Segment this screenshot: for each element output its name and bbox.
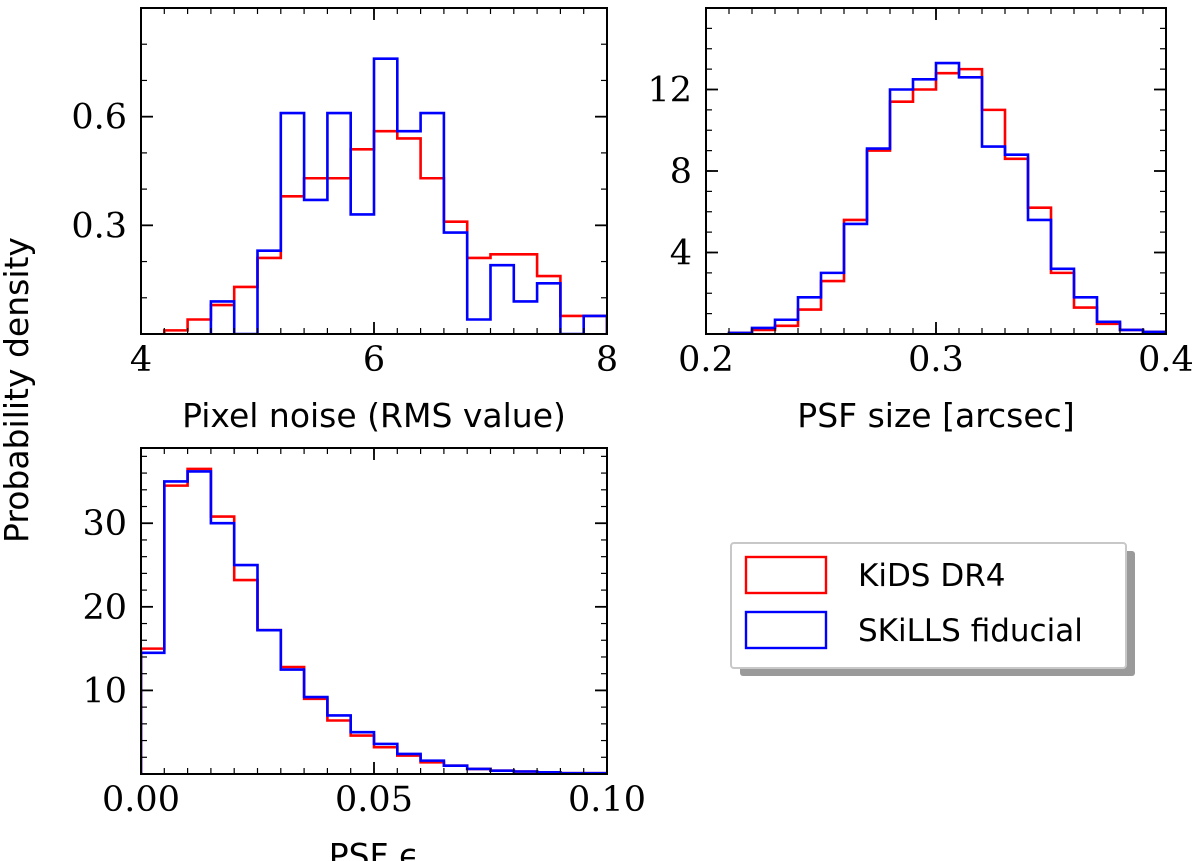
x-tick-label-pixel-noise: 4 bbox=[130, 340, 152, 380]
legend: KiDS DR4 SKiLLS fiducial bbox=[730, 542, 1135, 676]
axes-frame-psf-size bbox=[705, 7, 1167, 335]
x-tick-label-pixel-noise: 6 bbox=[363, 340, 385, 380]
legend-swatch-skills bbox=[744, 610, 828, 650]
x-tick-label-psf-ellipticity: 0.00 bbox=[102, 780, 180, 820]
y-tick-label-psf-size: 4 bbox=[670, 234, 692, 274]
series-skills-fiducial-psf-size bbox=[727, 61, 1166, 334]
y-tick-label-pixel-noise: 0.6 bbox=[71, 98, 127, 138]
series-skills-fiducial-psf-ellipticity bbox=[141, 470, 607, 774]
y-tick-label-psf-ellipticity: 20 bbox=[82, 588, 127, 628]
y-tick-label-psf-ellipticity: 30 bbox=[82, 504, 127, 544]
x-tick-label-psf-ellipticity: 0.10 bbox=[568, 780, 646, 820]
panel-psf-ellipticity: 0.00 0.05 0.10 10 20 30 PSF ϵ bbox=[82, 447, 646, 861]
x-axis-label-psf-ellipticity: PSF ϵ bbox=[329, 836, 420, 861]
panel-pixel-noise: 4 6 8 0.3 0.6 Pixel noise (RMS value) bbox=[71, 7, 618, 435]
ticks-psf-size bbox=[705, 7, 1167, 335]
y-tick-label-psf-ellipticity: 10 bbox=[82, 671, 127, 711]
legend-box bbox=[730, 542, 1127, 669]
y-tick-label-psf-size: 12 bbox=[647, 71, 692, 111]
y-tick-label-psf-size: 8 bbox=[670, 152, 692, 192]
x-axis-label-psf-size: PSF size [arcsec] bbox=[797, 396, 1074, 435]
x-tick-label-psf-size: 0.4 bbox=[1138, 340, 1194, 380]
x-axis-label-pixel-noise: Pixel noise (RMS value) bbox=[182, 396, 566, 435]
legend-label-skills: SKiLLS fiducial bbox=[858, 613, 1083, 649]
legend-swatch-kids bbox=[744, 555, 828, 595]
x-tick-label-pixel-noise: 8 bbox=[596, 340, 618, 380]
ticks-psf-ellipticity bbox=[140, 448, 608, 775]
series-skills-fiducial-pixel-noise bbox=[209, 57, 607, 334]
legend-label-kids: KiDS DR4 bbox=[858, 558, 1005, 594]
series-kids-dr4-psf-size bbox=[727, 67, 1166, 334]
x-tick-label-psf-size: 0.3 bbox=[908, 340, 964, 380]
panel-psf-size: 0.2 0.3 0.4 4 8 12 PSF size [arcsec] bbox=[647, 7, 1194, 435]
x-tick-label-psf-ellipticity: 0.05 bbox=[335, 780, 413, 820]
shared-y-axis-label: Probability density bbox=[0, 237, 36, 543]
x-tick-label-psf-size: 0.2 bbox=[678, 340, 734, 380]
series-kids-dr4-pixel-noise bbox=[163, 129, 607, 334]
y-tick-label-pixel-noise: 0.3 bbox=[71, 206, 127, 246]
